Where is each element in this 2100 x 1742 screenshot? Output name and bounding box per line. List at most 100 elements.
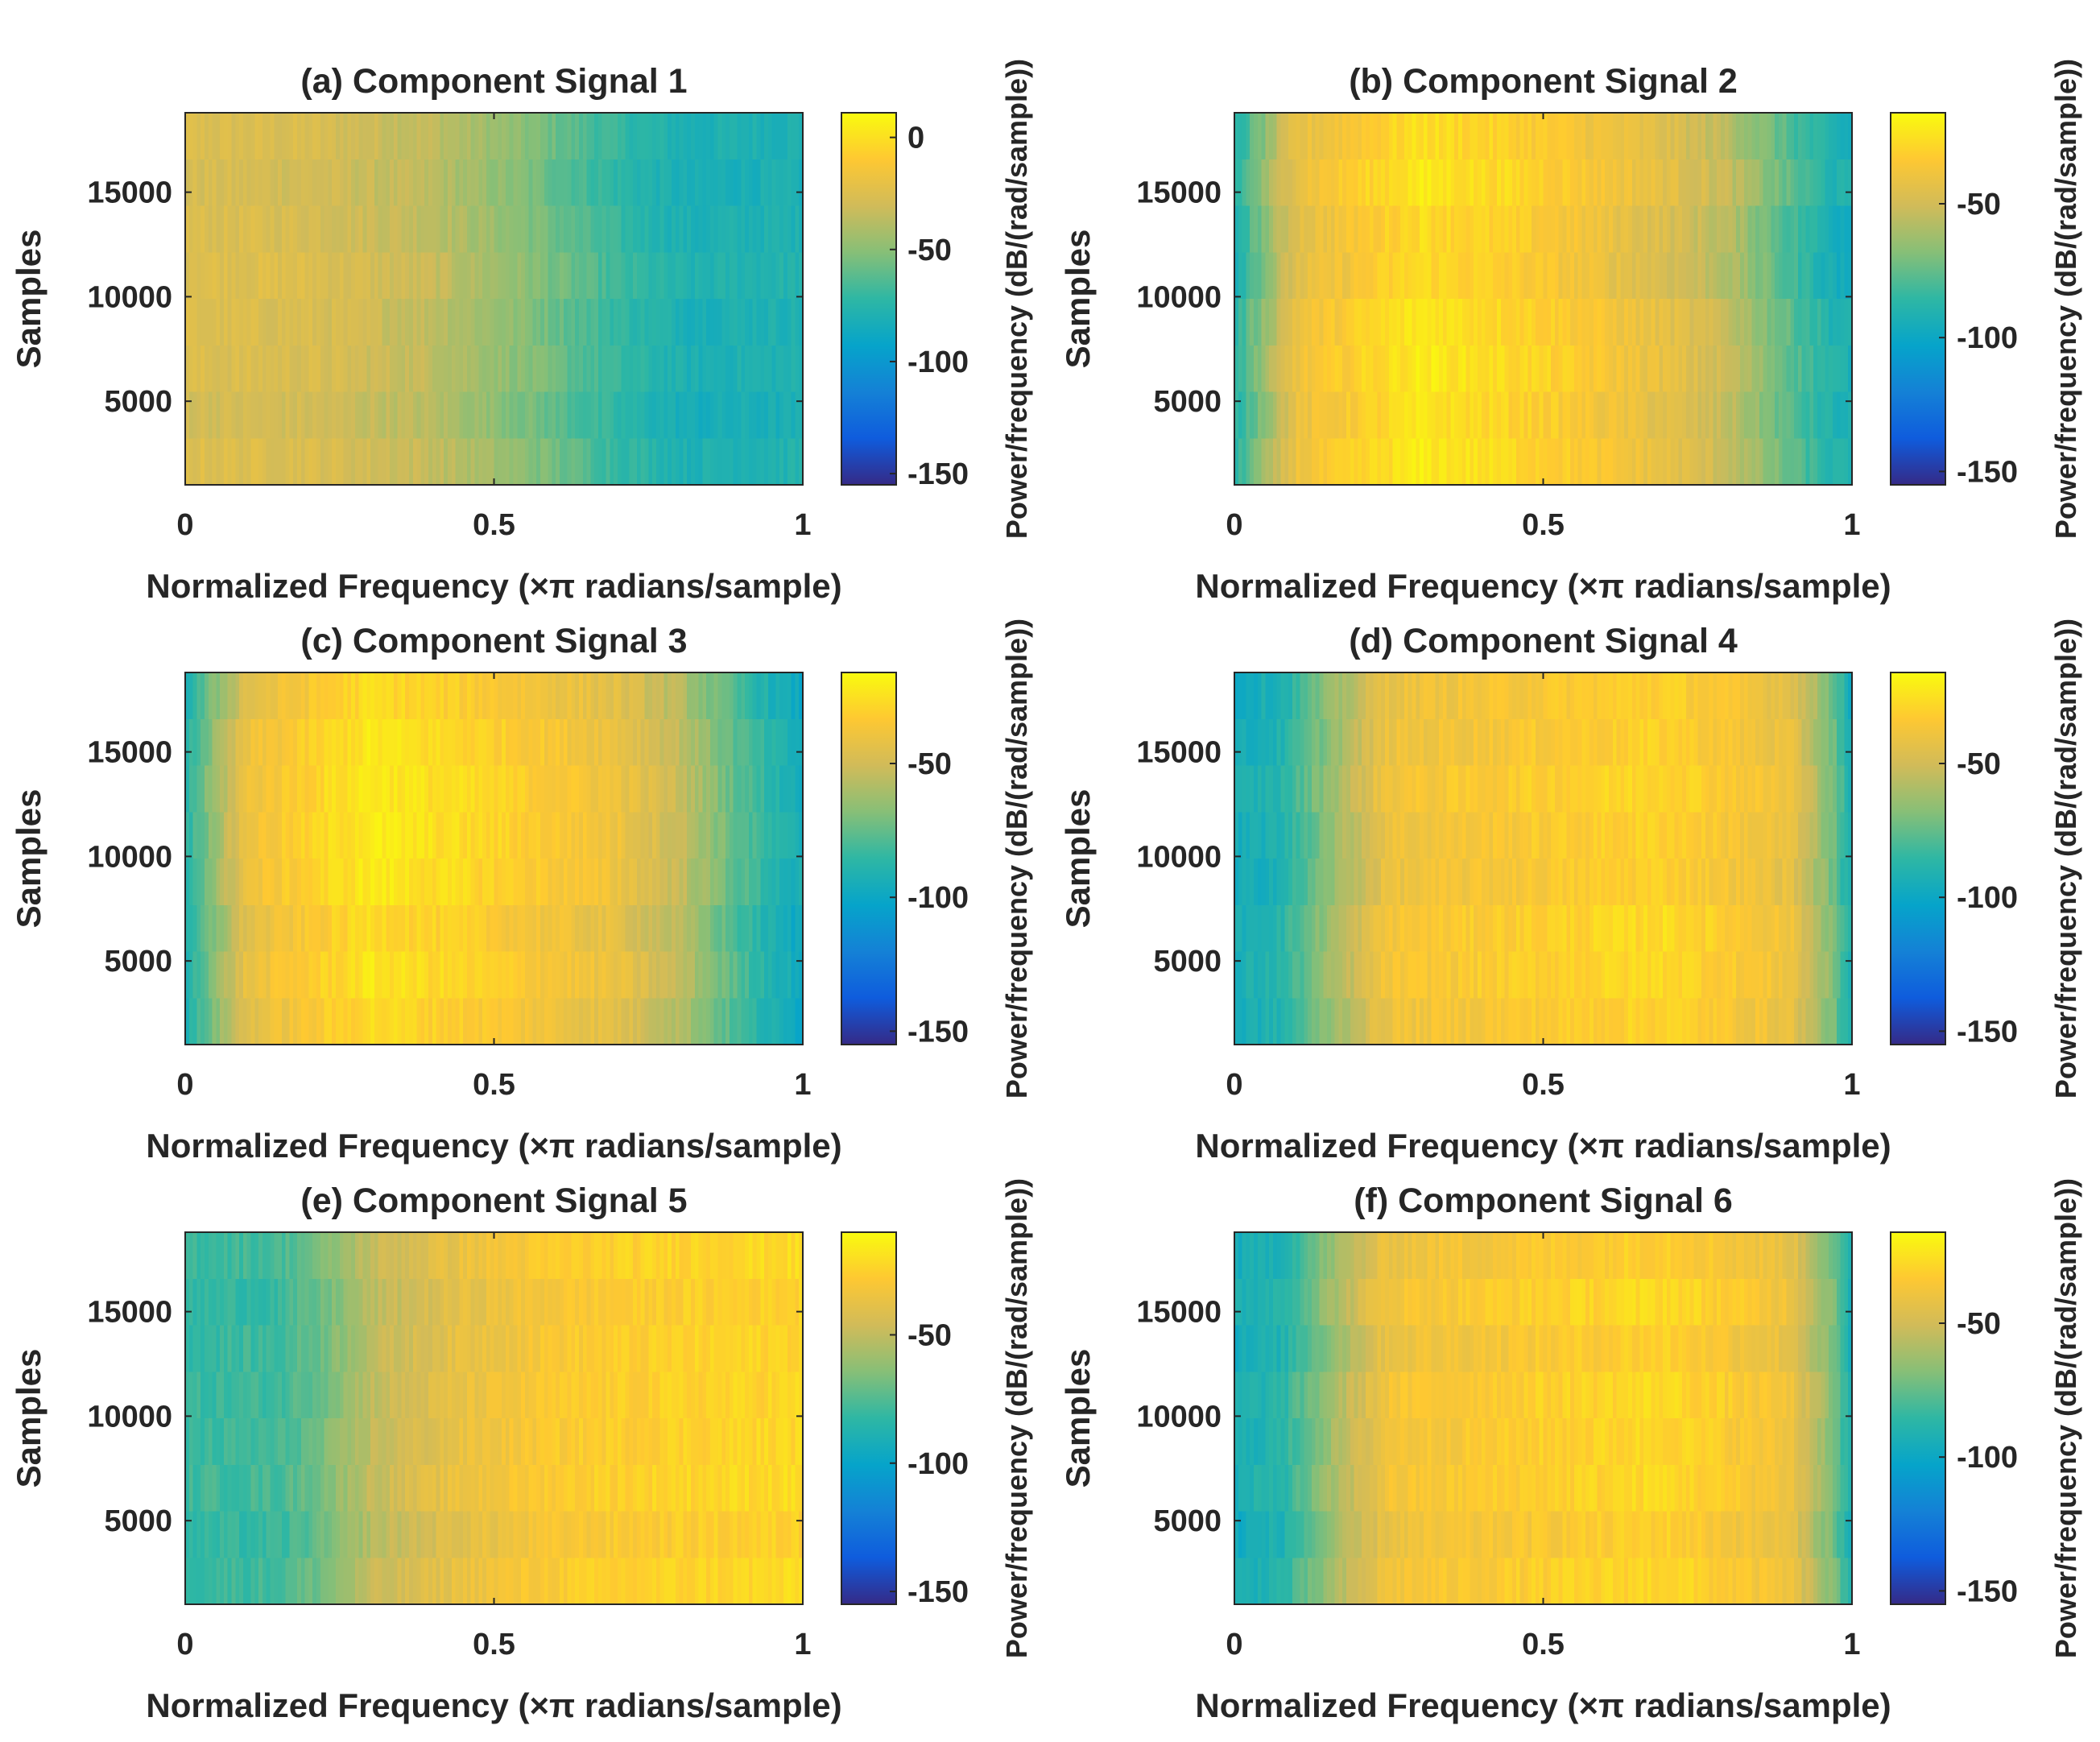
heatmap-cell — [1635, 159, 1640, 207]
heatmap-cell — [1342, 765, 1347, 813]
heatmap-cell — [528, 812, 534, 859]
heatmap-cell — [625, 252, 630, 300]
heatmap-cell — [200, 252, 205, 300]
heatmap-cell — [223, 252, 229, 300]
heatmap-cell — [733, 345, 738, 393]
heatmap-cell — [528, 998, 534, 1045]
heatmap-cell — [362, 672, 367, 720]
heatmap-cell — [374, 718, 379, 767]
heatmap-cell — [590, 859, 595, 906]
heatmap-cell — [474, 159, 479, 207]
heatmap-cell — [610, 159, 614, 207]
heatmap-cell — [532, 765, 537, 813]
heatmap-cell — [698, 859, 703, 906]
heatmap-cell — [1605, 345, 1610, 393]
heatmap-cell — [1736, 904, 1741, 953]
heatmap-cell — [517, 159, 522, 207]
heatmap-cell — [262, 299, 267, 346]
heatmap-cell — [343, 438, 348, 486]
heatmap-cell — [374, 951, 379, 999]
heatmap-cell — [524, 951, 530, 999]
heatmap-cell — [571, 812, 576, 859]
heatmap-cell — [447, 765, 453, 813]
heatmap-cell — [1601, 765, 1606, 813]
heatmap-cell — [1608, 391, 1614, 439]
heatmap-cell — [494, 859, 498, 906]
heatmap-cell — [725, 438, 730, 486]
heatmap-cell — [706, 113, 711, 160]
heatmap-cell — [1504, 718, 1509, 767]
heatmap-cell — [405, 391, 410, 439]
heatmap-cell — [1836, 345, 1842, 393]
heatmap-cell — [494, 438, 498, 486]
heatmap-cells — [1234, 113, 1853, 486]
heatmap-cell — [370, 812, 375, 859]
heatmap-cell — [644, 718, 649, 767]
heatmap-cell — [1423, 812, 1428, 859]
heatmap-cell — [188, 951, 194, 999]
heatmap-cell — [192, 205, 197, 253]
heatmap-cell — [1732, 718, 1737, 767]
heatmap-cell — [1358, 765, 1362, 813]
heatmap-cell — [683, 113, 688, 160]
heatmap-cell — [1551, 765, 1556, 813]
heatmap-cell — [1643, 438, 1648, 486]
heatmap-cell — [1597, 391, 1602, 439]
heatmap-cell — [764, 159, 769, 207]
heatmap-cell — [709, 672, 715, 720]
heatmap-cell — [690, 718, 696, 767]
heatmap-cell — [386, 672, 391, 720]
heatmap-cell — [1786, 904, 1791, 953]
heatmap-cell — [320, 345, 325, 393]
heatmap-cell — [328, 391, 333, 439]
heatmap-cell — [509, 252, 515, 300]
heatmap-cell — [1701, 765, 1706, 813]
heatmap-cell — [1461, 159, 1467, 207]
heatmap-cell — [1280, 345, 1285, 393]
heatmap-cell — [254, 391, 259, 439]
heatmap-cell — [1631, 391, 1637, 439]
heatmap-cell — [791, 299, 796, 346]
heatmap-cell — [1643, 205, 1648, 253]
heatmap-cell — [1682, 252, 1687, 300]
heatmap-cell — [401, 252, 406, 300]
heatmap-cell — [675, 205, 680, 253]
heatmap-cell — [791, 438, 796, 486]
heatmap-cell — [1284, 812, 1289, 859]
heatmap-cell — [1354, 672, 1358, 720]
heatmap-cell — [1377, 159, 1382, 207]
heatmap-cell — [470, 859, 476, 906]
heatmap-cell — [320, 299, 325, 346]
heatmap-cell — [783, 672, 788, 720]
heatmap-cell — [231, 438, 236, 486]
heatmap-cell — [1300, 159, 1304, 207]
heatmap-cell — [752, 765, 758, 813]
heatmap-cell — [729, 205, 734, 253]
heatmap-cell — [1381, 159, 1386, 207]
heatmap-cell — [1311, 904, 1317, 953]
colorbar-tick-label: -50 — [907, 234, 952, 267]
heatmap-cell — [378, 672, 383, 720]
heatmap-cell — [1234, 391, 1239, 439]
heatmap-cell — [795, 438, 800, 486]
heatmap-cell — [1346, 205, 1351, 253]
heatmap-cell — [1403, 252, 1409, 300]
heatmap-cell — [1250, 718, 1255, 767]
heatmap-cell — [432, 438, 437, 486]
heatmap-cell — [312, 159, 317, 207]
y-tick-label: 10000 — [87, 840, 172, 874]
heatmap-cell — [1593, 159, 1598, 207]
heatmap-cell — [1365, 904, 1370, 953]
heatmap-cell — [339, 159, 345, 207]
heatmap-cell — [571, 904, 576, 953]
heatmap-cell — [1593, 205, 1598, 253]
heatmap-cell — [741, 765, 746, 813]
heatmap-cell — [1519, 859, 1525, 906]
heatmap-cell — [1597, 159, 1602, 207]
heatmap-cell — [563, 904, 568, 953]
heatmap-cell — [347, 904, 352, 953]
heatmap-cell — [1778, 113, 1784, 160]
heatmap-cell — [370, 904, 375, 953]
heatmap-cell — [532, 345, 537, 393]
heatmap-cell — [779, 299, 784, 346]
